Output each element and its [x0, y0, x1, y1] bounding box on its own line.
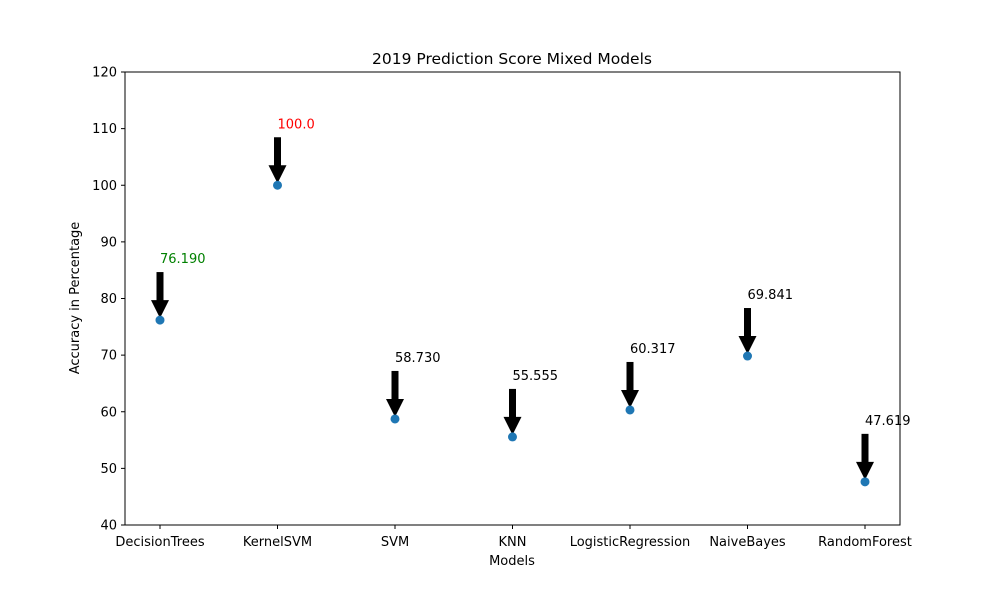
annotation-arrow-head [738, 336, 757, 355]
annotation-arrow-head [621, 389, 639, 408]
y-tick-label: 90 [100, 235, 117, 250]
annotation-label: 100.0 [278, 117, 315, 132]
y-tick-label: 60 [100, 405, 117, 420]
annotation-label: 69.841 [748, 288, 794, 303]
annotation-arrow-shaft [509, 388, 516, 418]
y-tick-label: 50 [100, 462, 117, 477]
annotation-label: 47.619 [865, 414, 911, 429]
data-points [155, 180, 870, 487]
x-tick-label: LogisticRegression [570, 535, 691, 550]
data-point [390, 414, 400, 424]
annotation-label: 55.555 [513, 369, 559, 384]
annotation-arrow-head [856, 461, 874, 480]
annotation-arrow-head [386, 398, 404, 417]
y-axis: 40 50 60 70 80 90 100 110 120 [92, 66, 125, 534]
x-axis: DecisionTrees KernelSVM SVM KNN LogisticRegr… [115, 525, 912, 550]
annotation-arrow-head [151, 300, 169, 319]
data-point [743, 351, 752, 361]
y-tick-label: 120 [92, 66, 117, 81]
annotation-arrow-shaft [391, 370, 399, 400]
x-tick-label: DecisionTrees [115, 535, 204, 550]
data-point [273, 180, 282, 190]
x-tick-label: RandomForest [818, 535, 912, 550]
y-tick-label: 70 [100, 349, 117, 364]
y-tick-label: 80 [100, 292, 117, 307]
data-point [508, 432, 517, 442]
annotation-arrow-head [503, 416, 522, 435]
x-tick-label: NaiveBayes [709, 535, 786, 550]
annotation-arrow-shaft [626, 361, 634, 391]
annotation-label: 60.317 [630, 342, 676, 357]
annotation-arrow-shaft [156, 272, 164, 302]
y-axis-title: Accuracy in Percentage [68, 222, 83, 375]
data-point [155, 315, 165, 325]
data-point [625, 405, 635, 415]
x-tick-label: KNN [499, 535, 527, 550]
data-point [860, 477, 870, 487]
chart-title: 2019 Prediction Score Mixed Models [372, 50, 652, 68]
x-tick-label: SVM [381, 535, 409, 550]
annotation-arrow-shaft [274, 137, 281, 167]
x-axis-title: Models [489, 554, 535, 569]
annotation-label: 58.730 [395, 351, 441, 366]
x-tick-label: KernelSVM [243, 535, 312, 550]
annotation-arrow-shaft [861, 433, 869, 463]
annotations: 76.190 100.0 58.730 55.555 60.317 69.841 47.61… [151, 117, 911, 480]
annotation-arrow-shaft [744, 308, 751, 338]
annotation-label: 76.190 [160, 252, 206, 267]
y-tick-label: 100 [92, 179, 117, 194]
annotation-arrow-head [268, 165, 287, 184]
y-tick-label: 40 [100, 519, 117, 534]
y-tick-label: 110 [92, 122, 117, 137]
